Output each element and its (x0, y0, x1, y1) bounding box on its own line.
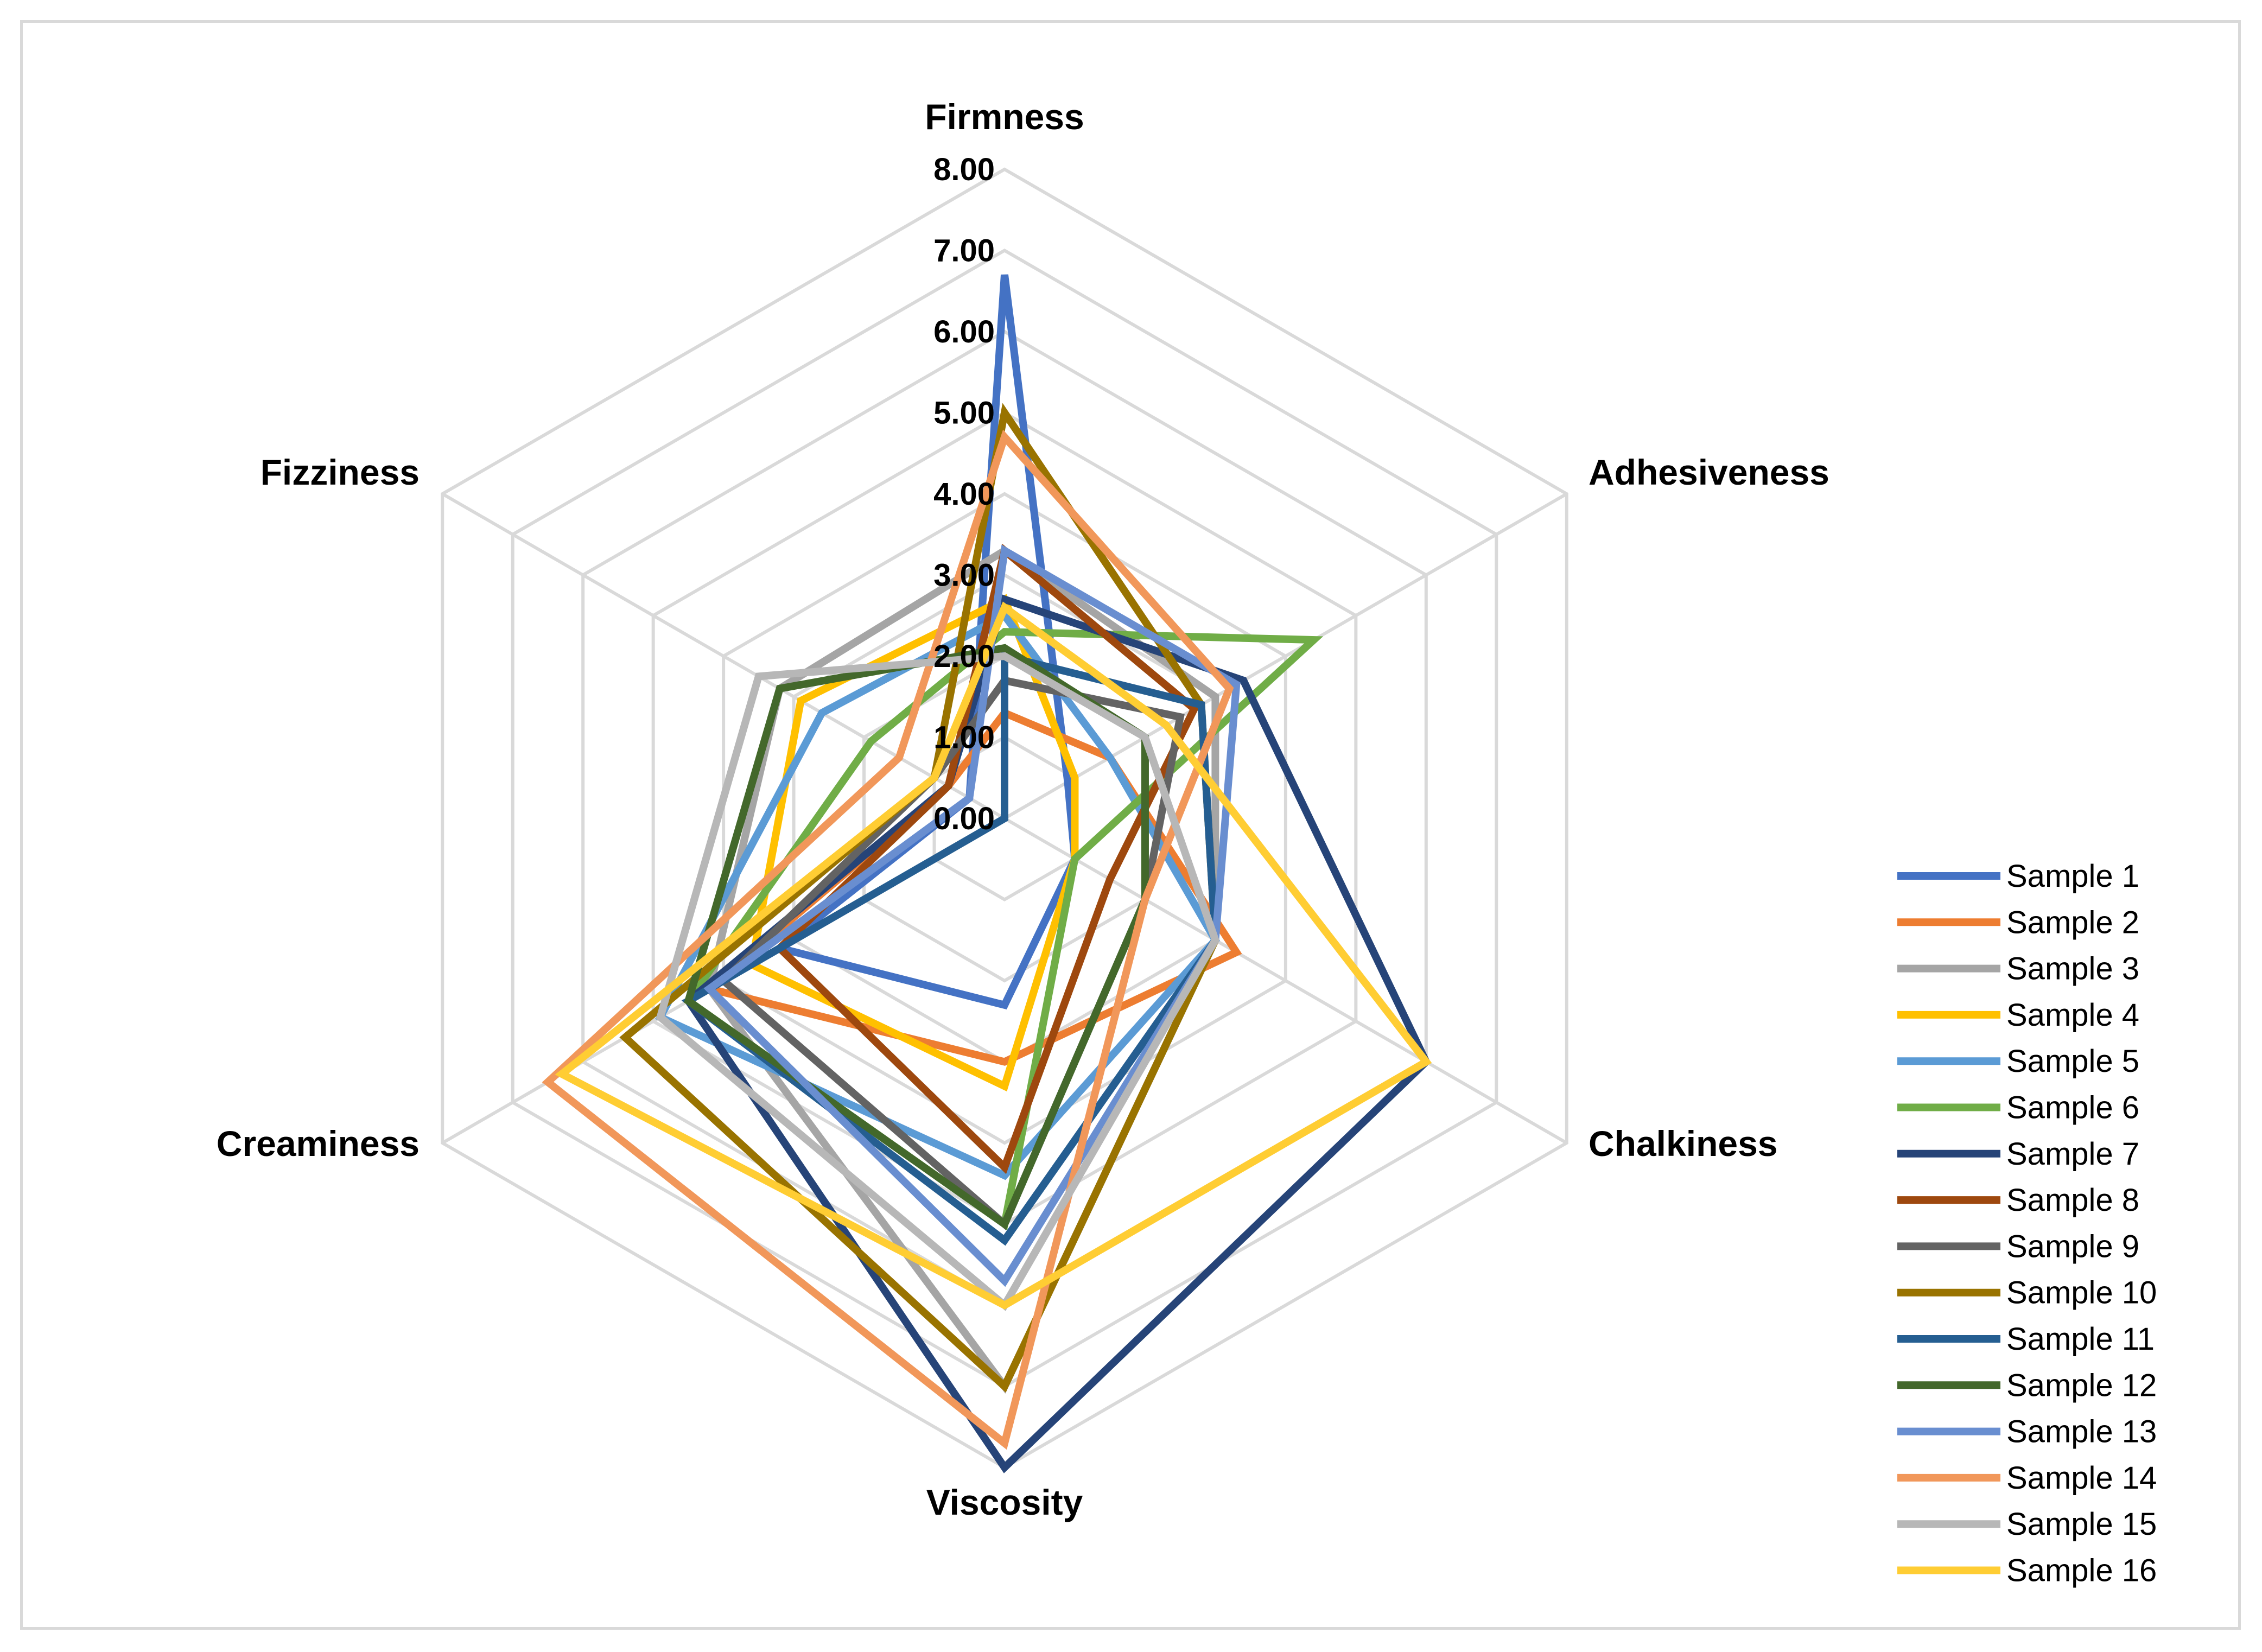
legend-label: Sample 15 (2006, 1507, 2157, 1542)
tick-label: 4.00 (933, 476, 995, 512)
legend: Sample 1 Sample 2 Sample 3 Sample 4 Sample 5… (1897, 859, 2157, 1589)
legend-item-sample-2: Sample 2 (1897, 905, 2139, 940)
tick-label: 0.00 (933, 801, 995, 836)
spoke-adhesiveness (1003, 492, 1568, 820)
radar-chart: 0.00 1.00 2.00 3.00 4.00 5.00 6.00 7.00 8.00 Fir… (217, 97, 2157, 1589)
series-sample-8 (774, 544, 1199, 1174)
tick-label: 5.00 (933, 396, 995, 431)
legend-label: Sample 9 (2006, 1229, 2139, 1264)
legend-item-sample-3: Sample 3 (1897, 951, 2139, 987)
legend-label: Sample 6 (2006, 1090, 2139, 1126)
legend-item-sample-7: Sample 7 (1897, 1136, 2139, 1172)
axis-label-layer: Firmness Adhesiveness Chalkiness Viscosity C… (217, 97, 1829, 1522)
legend-label: Sample 8 (2006, 1183, 2139, 1218)
series-sample-13 (703, 544, 1241, 1287)
legend-item-sample-13: Sample 13 (1897, 1414, 2157, 1450)
legend-item-sample-12: Sample 12 (1897, 1368, 2157, 1403)
legend-label: Sample 16 (2006, 1553, 2157, 1589)
tick-label: 8.00 (933, 152, 995, 187)
legend-item-sample-14: Sample 14 (1897, 1460, 2157, 1496)
axis-label-fizziness: Fizziness (260, 452, 420, 492)
series-sample-11 (681, 651, 1219, 1246)
chart-frame: 0.00 1.00 2.00 3.00 4.00 5.00 6.00 7.00 8.00 Fir… (20, 20, 2241, 1630)
legend-item-sample-4: Sample 4 (1897, 997, 2139, 1033)
legend-label: Sample 13 (2006, 1414, 2157, 1450)
series-sample-4 (747, 594, 1079, 1092)
axis-label-firmness: Firmness (925, 97, 1084, 137)
legend-label: Sample 11 (2006, 1321, 2155, 1357)
series-layer (542, 274, 1432, 1473)
series-sample-16 (555, 601, 1432, 1310)
axis-label-viscosity: Viscosity (926, 1482, 1083, 1522)
legend-label: Sample 1 (2006, 859, 2139, 894)
series-sample-14 (542, 429, 1234, 1450)
series-sample-10 (619, 403, 1219, 1393)
legend-item-sample-6: Sample 6 (1897, 1090, 2139, 1126)
axis-label-chalkiness: Chalkiness (1589, 1123, 1778, 1164)
series-sample-5 (655, 611, 1221, 1180)
tick-label: 6.00 (933, 314, 995, 350)
legend-item-sample-1: Sample 1 (1897, 859, 2139, 894)
legend-item-sample-5: Sample 5 (1897, 1044, 2139, 1079)
legend-label: Sample 12 (2006, 1368, 2157, 1403)
legend-label: Sample 7 (2006, 1136, 2139, 1172)
legend-label: Sample 14 (2006, 1460, 2157, 1496)
legend-label: Sample 2 (2006, 905, 2139, 940)
legend-label: Sample 10 (2006, 1275, 2157, 1311)
tick-label-layer: 0.00 1.00 2.00 3.00 4.00 5.00 6.00 7.00 8.00 (933, 152, 995, 836)
axis-label-adhesiveness: Adhesiveness (1589, 452, 1829, 492)
legend-item-sample-16: Sample 16 (1897, 1553, 2157, 1589)
legend-label: Sample 5 (2006, 1044, 2139, 1079)
legend-item-sample-8: Sample 8 (1897, 1183, 2139, 1218)
spoke-fizziness (441, 492, 1006, 820)
tick-label: 1.00 (933, 720, 995, 755)
legend-item-sample-11: Sample 11 (1897, 1321, 2155, 1357)
tick-label: 2.00 (933, 639, 995, 674)
legend-item-sample-10: Sample 10 (1897, 1275, 2157, 1311)
axis-label-creaminess: Creaminess (217, 1123, 420, 1164)
legend-item-sample-15: Sample 15 (1897, 1507, 2157, 1542)
legend-label: Sample 3 (2006, 951, 2139, 987)
legend-item-sample-9: Sample 9 (1897, 1229, 2139, 1264)
spoke-chalkiness (1003, 817, 1568, 1145)
tick-label: 3.00 (933, 558, 995, 593)
tick-label: 7.00 (933, 233, 995, 269)
legend-label: Sample 4 (2006, 997, 2139, 1033)
